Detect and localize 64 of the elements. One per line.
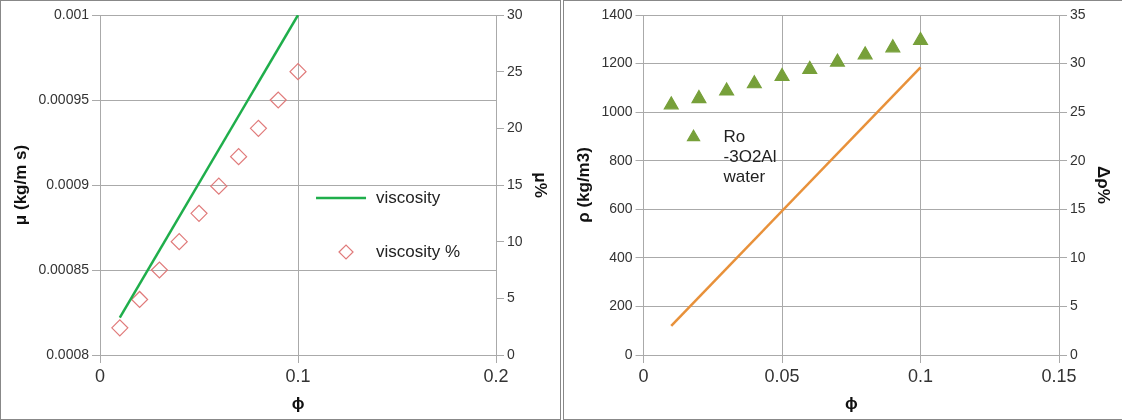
y2-tick-label: 30 [507, 5, 523, 22]
y2-tick-label: 5 [1070, 297, 1079, 314]
point [289, 63, 307, 81]
point [190, 204, 208, 222]
x-tick-label: 0 [95, 365, 106, 386]
point [170, 233, 188, 251]
y2-tick-label: 15 [507, 175, 523, 192]
y-tick-label: 400 [609, 248, 633, 265]
point [829, 53, 845, 67]
point [131, 290, 149, 309]
y-tick-label: 0.00095 [38, 90, 90, 107]
y2-tick-label: 20 [1070, 151, 1086, 168]
legend-label: viscosity [376, 187, 441, 207]
x-tick-label: 0.1 [285, 365, 311, 386]
point [230, 148, 248, 166]
y-tick-label: 1200 [601, 54, 633, 71]
point [746, 75, 762, 89]
y2-axis-title: Δρ% [1094, 166, 1114, 204]
y2-tick-label: 20 [507, 119, 523, 136]
y-tick-label: 0.00085 [38, 260, 90, 277]
y-axis-title: ρ (kg/m3) [573, 147, 593, 223]
legend-label: viscosity % [376, 241, 461, 261]
x-tick-label: 0 [638, 365, 649, 386]
point [269, 91, 287, 109]
point [210, 177, 228, 195]
legend-label: Ro -3O2Al water [722, 126, 777, 186]
y2-tick-label: 25 [507, 62, 523, 79]
point [719, 82, 735, 96]
y-tick-label: 200 [609, 297, 633, 314]
y2-tick-label: 0 [1070, 345, 1079, 362]
x-tick-label: 0.15 [1041, 365, 1077, 386]
point [774, 67, 790, 82]
y-tick-label: 0.0009 [46, 175, 90, 192]
y2-tick-label: 35 [1070, 5, 1086, 22]
point [913, 31, 929, 46]
y-tick-label: 1000 [601, 103, 633, 119]
x-axis-title: ϕ [291, 394, 305, 414]
y2-tick-label: 10 [507, 232, 523, 249]
y2-tick-label: 25 [1070, 103, 1086, 119]
y-tick-label: 0.0008 [46, 345, 90, 362]
y2-axis-title: μ% [531, 172, 551, 198]
point [885, 39, 901, 53]
x-tick-label: 0.05 [764, 365, 800, 386]
x-tick-label: 0.1 [908, 365, 934, 386]
y-tick-label: 600 [609, 200, 633, 217]
point [150, 261, 169, 279]
point [111, 319, 129, 337]
x-tick-label: 0.2 [483, 365, 509, 386]
point [249, 119, 268, 137]
point [691, 89, 707, 104]
x-axis-title: ϕ [844, 394, 858, 414]
y-tick-label: 1400 [601, 5, 633, 22]
point [663, 96, 679, 110]
y-tick-label: 800 [609, 151, 633, 168]
y2-tick-label: 30 [1070, 54, 1086, 71]
point [802, 60, 818, 74]
y2-tick-label: 10 [1070, 248, 1086, 265]
y-axis-title: μ (kg/m s) [10, 144, 30, 226]
y2-tick-label: 15 [1070, 200, 1086, 217]
y-tick-label: 0.001 [53, 5, 90, 22]
y2-tick-label: 5 [507, 289, 516, 306]
y2-tick-label: 0 [507, 345, 516, 362]
y-tick-label: 0 [624, 345, 633, 362]
point [857, 46, 873, 60]
